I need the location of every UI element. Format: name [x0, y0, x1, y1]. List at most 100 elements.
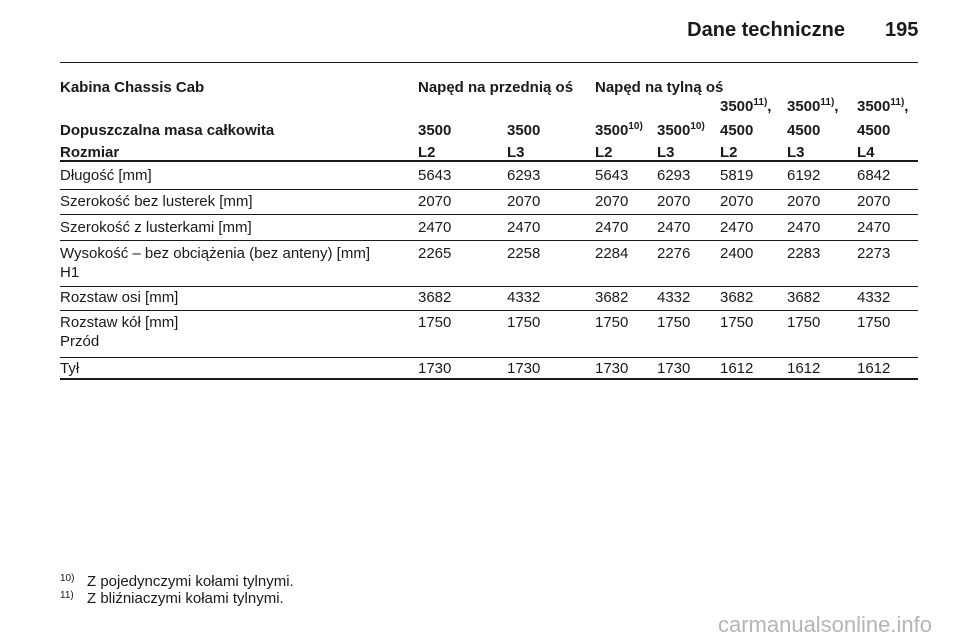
- cell: 2070: [657, 193, 691, 210]
- cell: 1612: [787, 360, 821, 377]
- cell: 2470: [720, 219, 754, 236]
- cell: 4332: [657, 289, 691, 306]
- cell: 2070: [857, 193, 891, 210]
- footnote-text: Z pojedynczymi kołami tylnymi.: [87, 573, 294, 590]
- mass-value: 3500: [507, 122, 541, 139]
- size-cell: L3: [787, 144, 805, 161]
- cell: 5819: [720, 167, 754, 184]
- cell: 1730: [418, 360, 452, 377]
- cell: 2070: [507, 193, 541, 210]
- column-header: Napęd na przednią oś: [418, 79, 574, 96]
- mass-cell: 350010): [595, 122, 643, 140]
- mass-value: 3500: [720, 98, 754, 115]
- watermark: carmanualsonline.info: [717, 612, 932, 637]
- row-rule: [60, 310, 918, 311]
- row-sublabel: H1: [60, 264, 80, 281]
- cell: 1750: [720, 314, 754, 331]
- size-cell: L2: [595, 144, 613, 161]
- mass-cell: 350011),: [857, 98, 908, 116]
- footnote-ref: 11): [890, 97, 905, 108]
- separator: ,: [767, 98, 772, 115]
- cell: 5643: [418, 167, 452, 184]
- cell: 2070: [787, 193, 821, 210]
- cell: 1750: [787, 314, 821, 331]
- cell: 2470: [857, 219, 891, 236]
- row-label: Wysokość – bez obciążenia (bez anteny) […: [60, 245, 370, 262]
- row-rule: [60, 189, 918, 190]
- cell: 2400: [720, 245, 754, 262]
- mass-cell: 350010): [657, 122, 705, 140]
- row-label: Tył: [60, 360, 80, 377]
- row-sublabel: Przód: [60, 333, 100, 350]
- cell: 4332: [857, 289, 891, 306]
- separator: ,: [904, 98, 909, 115]
- cell: 1612: [720, 360, 754, 377]
- cell: 2470: [657, 219, 691, 236]
- cell: 6192: [787, 167, 821, 184]
- cell: 2265: [418, 245, 452, 262]
- footnote-ref: 10): [628, 121, 643, 132]
- cell: 2470: [418, 219, 452, 236]
- header-rule: [60, 62, 918, 63]
- cell: 2284: [595, 245, 629, 262]
- page-title: Dane techniczne: [687, 19, 845, 41]
- size-cell: L3: [507, 144, 525, 161]
- cell: 1612: [857, 360, 891, 377]
- cell: 1750: [857, 314, 891, 331]
- row-rule: [60, 357, 918, 358]
- footnote-text: Z bliźniaczymi kołami tylnymi.: [87, 590, 284, 607]
- cell: 2283: [787, 245, 821, 262]
- mass-value: 4500: [720, 122, 754, 139]
- row-label: Szerokość z lusterkami [mm]: [60, 219, 252, 236]
- cell: 5643: [595, 167, 629, 184]
- cell: 3682: [787, 289, 821, 306]
- row-label: Rozstaw osi [mm]: [60, 289, 179, 306]
- cell: 2273: [857, 245, 891, 262]
- cell: 2070: [720, 193, 754, 210]
- row-rule: [60, 240, 918, 241]
- cell: 2470: [507, 219, 541, 236]
- column-header: Napęd na tylną oś: [595, 79, 724, 96]
- cell: 2070: [595, 193, 629, 210]
- footnote-mark: 11): [60, 590, 74, 601]
- cell: 2276: [657, 245, 691, 262]
- cell: 2470: [595, 219, 629, 236]
- row-label: Rozmiar: [60, 144, 120, 161]
- row-label: Dopuszczalna masa całkowita: [60, 122, 275, 139]
- column-header: Kabina Chassis Cab: [60, 79, 205, 96]
- cell: 3682: [720, 289, 754, 306]
- mass-value: 4500: [857, 122, 891, 139]
- mass-cell: 350011),: [720, 98, 771, 116]
- cell: 3682: [595, 289, 629, 306]
- cell: 1730: [657, 360, 691, 377]
- cell: 2470: [787, 219, 821, 236]
- mass-value: 3500: [787, 98, 821, 115]
- mass-cell: 3500: [418, 122, 451, 140]
- footnote-ref: 11): [820, 97, 835, 108]
- row-rule: [60, 286, 918, 287]
- footnote-ref: 10): [690, 121, 705, 132]
- cell: 2070: [418, 193, 452, 210]
- size-cell: L2: [418, 144, 436, 161]
- row-label: Rozstaw kół [mm]: [60, 314, 179, 331]
- mass-cell: 350011),: [787, 98, 838, 116]
- mass-value: 3500: [418, 122, 452, 139]
- cell: 1750: [418, 314, 452, 331]
- cell: 1750: [595, 314, 629, 331]
- row-label: Długość [mm]: [60, 167, 152, 184]
- row-rule: [60, 214, 918, 215]
- size-cell: L2: [720, 144, 738, 161]
- footnote-ref: 11): [753, 97, 768, 108]
- mass-value: 3500: [595, 122, 629, 139]
- mass-cell: 3500: [507, 122, 540, 140]
- cell: 4332: [507, 289, 541, 306]
- size-cell: L4: [857, 144, 875, 161]
- mass-value: 3500: [657, 122, 691, 139]
- cell: 1750: [507, 314, 541, 331]
- cell: 1750: [657, 314, 691, 331]
- table-rule: [60, 378, 918, 380]
- cell: 6293: [657, 167, 691, 184]
- cell: 1730: [595, 360, 629, 377]
- cell: 6842: [857, 167, 891, 184]
- table-rule: [60, 160, 918, 162]
